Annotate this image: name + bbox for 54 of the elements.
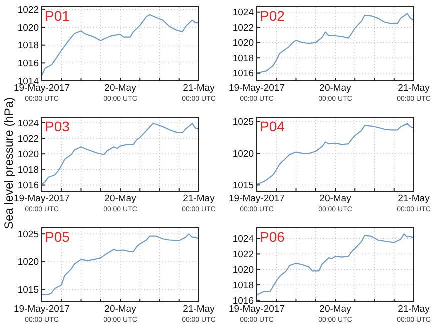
y-tick-label: 1022	[18, 4, 39, 16]
y-tick-label: 1020	[232, 148, 254, 160]
x-tick-label: 19-May-2017 00:00 UTC	[14, 83, 70, 103]
x-tick-label: 20-May 00:00 UTC	[318, 194, 352, 214]
chart-title: P02	[260, 8, 286, 24]
x-tick-label: 21-May 00:00 UTC	[182, 304, 216, 324]
x-tick-label: 19-May-2017 00:00 UTC	[14, 304, 70, 324]
x-tick-label: 20-May 00:00 UTC	[318, 304, 352, 324]
y-tick-label: 1024	[232, 234, 254, 246]
line-series	[256, 123, 415, 186]
y-tick-label: 1016	[18, 180, 39, 192]
y-tick-label: 1015	[232, 180, 254, 192]
y-tick-label: 1022	[232, 250, 254, 261]
y-axis-title: Sea level pressure (hPa)	[2, 97, 16, 230]
x-tick-label: 20-May 00:00 UTC	[104, 194, 138, 214]
x-tick-label: 19-May-2017 00:00 UTC	[229, 194, 285, 214]
y-tick-label: 1020	[18, 257, 39, 268]
y-tick-label: 1018	[232, 53, 254, 64]
y-tick-label: 1020	[18, 149, 39, 160]
x-tick-label: 19-May-2017 00:00 UTC	[14, 194, 70, 214]
x-tick-label: 21-May 00:00 UTC	[397, 194, 431, 214]
chart-title: P04	[260, 118, 286, 134]
x-tick-label: 21-May 00:00 UTC	[397, 304, 431, 324]
x-tick-label: 20-May 00:00 UTC	[104, 304, 138, 324]
chart-title: P05	[45, 229, 70, 245]
y-tick-label: 1022	[232, 22, 254, 34]
y-tick-label: 1020	[232, 38, 254, 50]
line-series	[41, 123, 200, 186]
y-tick-label: 1024	[232, 8, 254, 19]
y-tick-label: 1020	[18, 22, 39, 34]
x-tick-label: 21-May 00:00 UTC	[182, 83, 216, 103]
chart-title: P01	[45, 8, 70, 24]
line-series	[256, 13, 415, 74]
chart-title: P06	[260, 229, 286, 245]
x-tick-label: 19-May-2017 00:00 UTC	[229, 304, 285, 324]
y-tick-label: 1018	[18, 40, 39, 52]
line-series	[41, 234, 200, 296]
x-tick-label: 20-May 00:00 UTC	[318, 83, 352, 103]
y-tick-label: 1022	[18, 134, 39, 145]
y-tick-label: 1024	[18, 118, 39, 130]
y-tick-label: 1015	[18, 285, 39, 296]
y-tick-label: 1016	[232, 68, 254, 80]
x-tick-label: 20-May 00:00 UTC	[104, 83, 138, 103]
x-tick-label: 19-May-2017 00:00 UTC	[229, 83, 285, 103]
y-tick-label: 1018	[18, 164, 39, 176]
x-tick-label: 21-May 00:00 UTC	[182, 194, 216, 214]
y-tick-label: 1016	[18, 58, 39, 70]
y-tick-label: 1018	[232, 280, 254, 292]
y-tick-label: 1020	[232, 264, 254, 276]
line-series	[256, 234, 415, 296]
x-tick-label: 21-May 00:00 UTC	[397, 83, 431, 103]
chart-title: P03	[45, 118, 70, 134]
y-tick-label: 1025	[232, 117, 254, 128]
y-tick-label: 1025	[18, 229, 39, 240]
